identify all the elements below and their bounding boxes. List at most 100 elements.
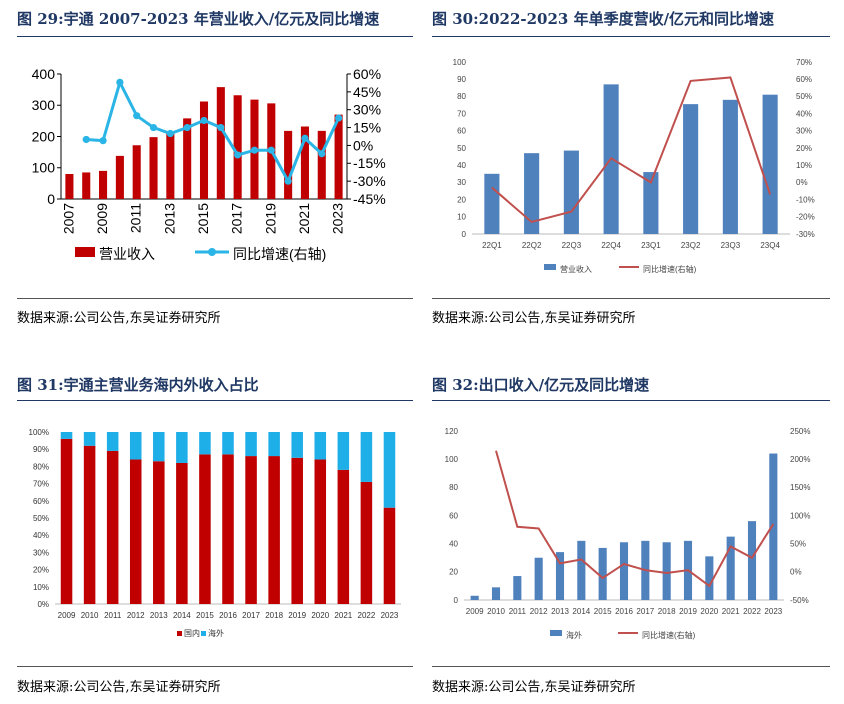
bar xyxy=(284,130,293,199)
legend-swatch-domestic xyxy=(177,631,182,636)
title-rule xyxy=(17,36,413,37)
bar-domestic xyxy=(199,454,211,604)
bar xyxy=(484,173,500,234)
y-tick-label: 90% xyxy=(33,445,49,454)
chart-panel-export-revenue: 图 32:出口收入/亿元及同比增速 0 20 40 60 80 100 120 -50% 0% 5… xyxy=(432,372,830,702)
y2-tick-label: 0% xyxy=(796,178,808,187)
y-tick-label: 100 xyxy=(453,58,467,67)
y2-tick-label: 100% xyxy=(790,511,810,520)
x-tick-label: 2011 xyxy=(509,607,527,616)
bar xyxy=(683,104,699,234)
bar xyxy=(747,521,757,600)
y2-tick-label: 250% xyxy=(790,427,810,436)
x-tick-label: 23Q1 xyxy=(641,241,661,250)
bar xyxy=(619,542,629,600)
bar-overseas xyxy=(245,432,257,457)
x-tick-label: 2017 xyxy=(229,203,245,234)
chart-title: 图 32:出口收入/亿元及同比增速 xyxy=(432,376,650,394)
bar-overseas xyxy=(129,432,142,460)
bar-overseas xyxy=(314,432,327,460)
y-tick-label: 10% xyxy=(33,583,49,592)
x-tick-label: 2019 xyxy=(288,611,306,620)
x-tick-label: 2010 xyxy=(81,611,99,620)
x-tick-label: 2021 xyxy=(722,607,740,616)
bar xyxy=(513,576,522,600)
growth-point xyxy=(234,151,242,159)
y-tick-label: 0 xyxy=(462,230,467,239)
chart-title: 图 29:宇通 2007-2023 年营业收入/亿元及同比增速 xyxy=(17,10,380,28)
bar-domestic xyxy=(83,445,96,604)
y2-tick-label: 0% xyxy=(790,568,802,577)
x-tick-label: 23Q3 xyxy=(721,241,741,250)
bar-overseas xyxy=(337,432,350,470)
y-tick-label: 100 xyxy=(32,160,56,176)
x-tick-label: 2016 xyxy=(615,607,633,616)
y-tick-label: 50 xyxy=(457,144,466,153)
bar xyxy=(334,114,343,199)
y-tick-label: 40 xyxy=(449,539,458,548)
bar xyxy=(199,101,209,199)
y-tick-label: 80% xyxy=(33,462,49,471)
export-revenue-chart: 0 20 40 60 80 100 120 -50% 0% 50% 100% 150% 200% 250%… xyxy=(445,427,811,640)
growth-point xyxy=(301,134,309,142)
x-tick-label: 2017 xyxy=(636,607,654,616)
x-tick-label: 2022 xyxy=(358,611,376,620)
revenue-quarterly-chart: 0 10 20 30 40 50 60 70 80 90 100 -30% -20% -10% 0% 10% 2… xyxy=(453,58,815,274)
y-tick-label: 60% xyxy=(33,497,49,506)
bar xyxy=(216,87,225,199)
legend-label: 海外 xyxy=(208,628,224,638)
title-rule xyxy=(432,400,830,401)
legend-swatch-bar xyxy=(550,630,562,636)
bar xyxy=(470,595,479,600)
legend-label: 同比增速(右轴) xyxy=(643,264,697,274)
bar-overseas xyxy=(360,432,373,482)
y-tick-label: 30 xyxy=(457,178,466,187)
y-tick-label: 40% xyxy=(33,531,49,540)
bar-overseas xyxy=(199,432,211,455)
chart-panel-revenue-quarterly: 图 30:2022-2023 年单季度营收/亿元和同比增速 0 10 20 30 40 5… xyxy=(432,4,830,344)
bar xyxy=(317,130,326,199)
y-tick-label: 60 xyxy=(449,511,458,520)
legend-label: 同比增速(右轴) xyxy=(233,246,326,262)
x-tick-label: 2015 xyxy=(195,203,211,234)
source-rule xyxy=(432,666,830,667)
y-tick-label: 20 xyxy=(457,195,466,204)
y2-tick-label: 15% xyxy=(353,119,381,135)
bar-overseas xyxy=(153,432,165,462)
x-tick-label: 2018 xyxy=(658,607,676,616)
y2-tick-label: -45% xyxy=(353,191,386,207)
data-source: 数据来源:公司公告,东吴证券研究所 xyxy=(17,311,221,326)
x-tick-label: 2023 xyxy=(764,607,782,616)
y2-tick-label: 40% xyxy=(796,109,812,118)
growth-line xyxy=(86,78,340,185)
x-tick-label: 22Q4 xyxy=(601,241,621,250)
growth-point xyxy=(318,150,326,158)
y2-tick-label: 60% xyxy=(796,75,812,84)
bar xyxy=(598,547,607,600)
y-tick-label: 80 xyxy=(449,483,458,492)
legend-swatch-overseas xyxy=(201,631,206,636)
bar-overseas xyxy=(291,432,303,458)
y-tick-label: 100 xyxy=(445,455,459,464)
bar-overseas xyxy=(222,432,234,455)
growth-point xyxy=(99,137,107,145)
x-tick-label: 2009 xyxy=(94,203,110,234)
bar xyxy=(183,118,192,199)
bar-domestic xyxy=(360,481,373,604)
y-tick-label: 70 xyxy=(457,109,466,118)
y2-tick-label: 0% xyxy=(353,137,373,153)
bar-domestic xyxy=(268,456,280,604)
bar xyxy=(555,552,565,600)
bar-overseas xyxy=(383,432,396,508)
bar xyxy=(233,95,242,199)
bar-overseas xyxy=(60,432,73,439)
x-tick-label: 2023 xyxy=(330,203,346,234)
legend-marker xyxy=(208,248,216,256)
y2-tick-label: -20% xyxy=(796,213,815,222)
legend-label: 海外 xyxy=(566,630,582,640)
x-tick-label: 22Q3 xyxy=(562,241,582,250)
growth-point xyxy=(149,123,158,132)
x-tick-label: 2014 xyxy=(572,607,590,616)
growth-point xyxy=(334,114,343,122)
bar-domestic xyxy=(245,456,257,604)
